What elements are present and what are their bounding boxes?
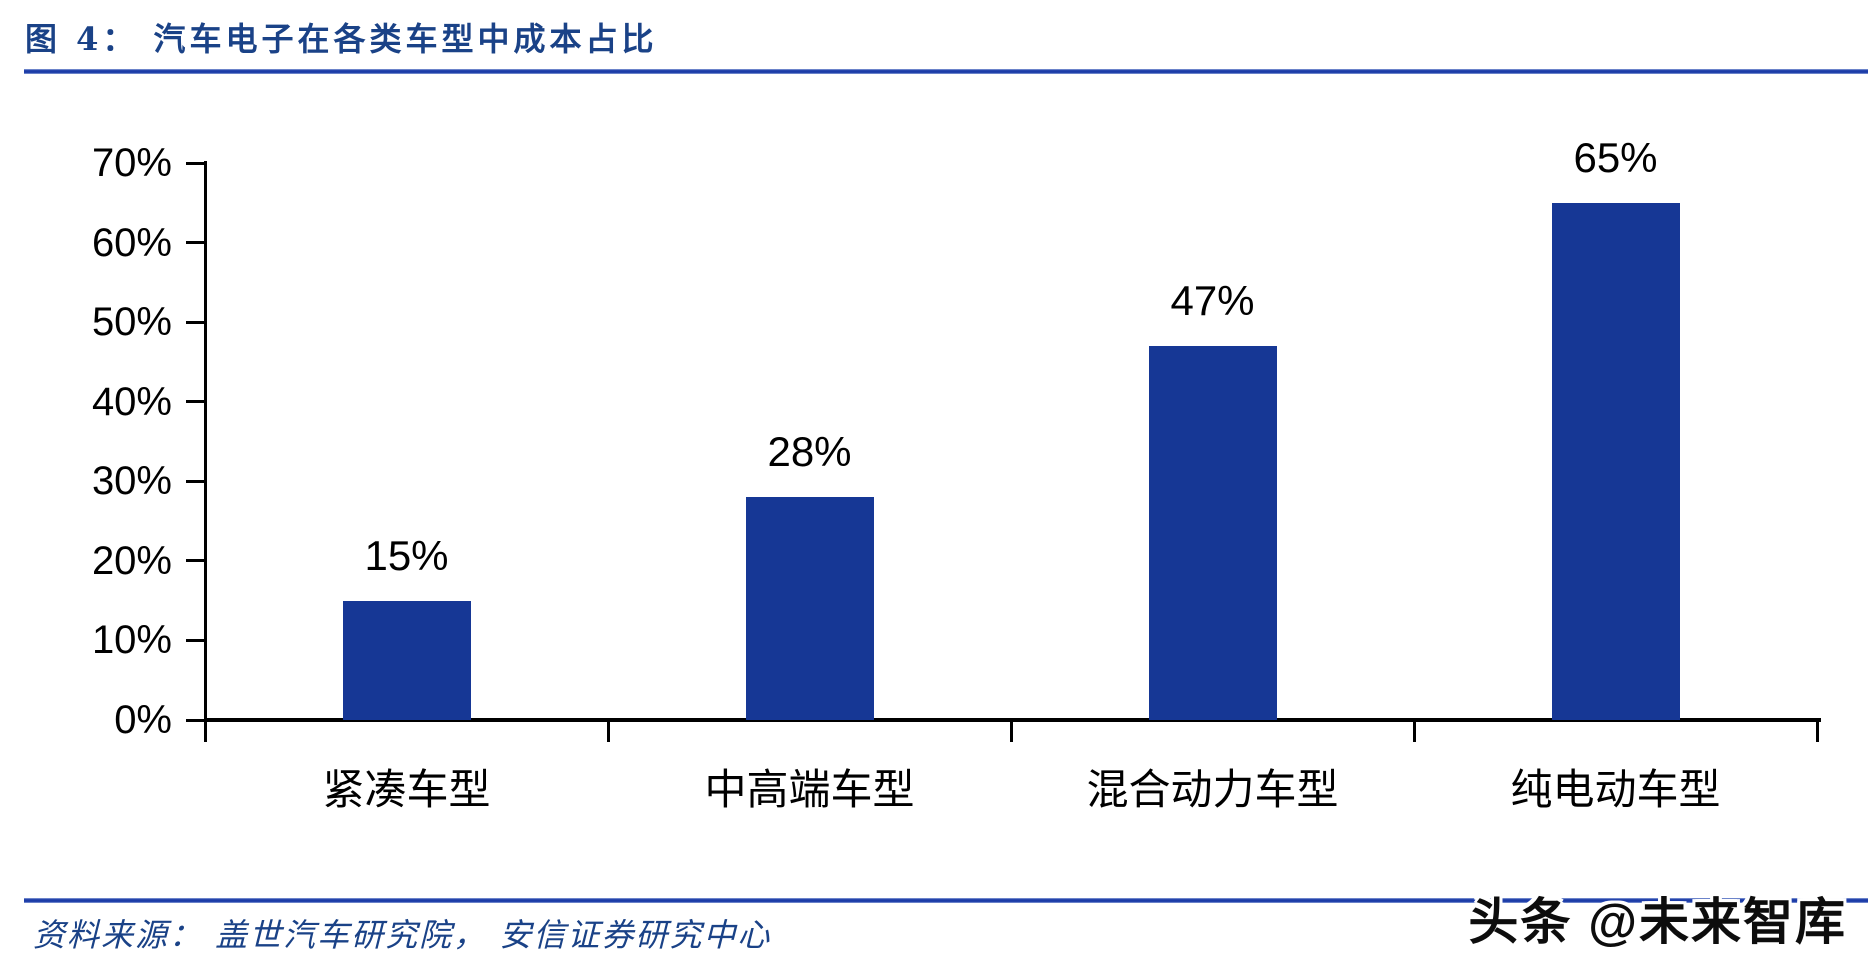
figure-title: 图 4： 汽车电子在各类车型中成本占比 [25,20,658,58]
y-axis-tick [186,479,205,483]
y-axis-tick [186,400,205,404]
bar [745,497,874,720]
y-axis-tick [186,718,205,722]
watermark: 头条 @未来智库 [1468,894,1847,950]
x-axis-tick [606,722,610,742]
y-axis-tick-label: 70% [91,141,172,185]
x-axis-line [204,718,1821,722]
x-axis-tick [1009,722,1013,742]
y-axis-tick [186,559,205,563]
bar [342,600,471,720]
bar-value-label: 47% [1170,277,1255,324]
x-axis-tick [203,722,207,742]
x-axis-tick [1412,722,1416,742]
category-label: 混合动力车型 [1086,766,1339,813]
y-axis-tick [186,638,205,642]
category-label: 紧凑车型 [322,766,491,813]
y-axis-tick [186,320,205,324]
y-axis-tick-label: 50% [91,300,172,345]
category-label: 纯电动车型 [1510,766,1721,813]
y-axis-tick-label: 40% [91,379,172,424]
y-axis-tick-label: 10% [91,618,172,663]
y-axis-tick [186,241,205,245]
bar [1551,202,1680,720]
y-axis-line [204,161,207,742]
y-axis-tick-label: 30% [91,459,172,504]
bottom-divider-line [24,898,1868,903]
y-axis-tick-label: 60% [91,220,172,265]
bar-value-label: 65% [1573,133,1658,181]
bar [1148,346,1277,720]
y-axis-tick-label: 20% [91,538,172,583]
bar-value-label: 15% [364,531,449,579]
y-axis-tick [186,161,205,165]
bar-value-label: 28% [767,428,852,476]
top-divider-line [24,69,1868,74]
category-label: 中高端车型 [704,766,915,813]
x-axis-tick [1815,722,1819,742]
source-note: 资料来源： 盖世汽车研究院， 安信证券研究中心 [33,916,772,954]
y-axis-tick-label: 0% [114,698,172,742]
